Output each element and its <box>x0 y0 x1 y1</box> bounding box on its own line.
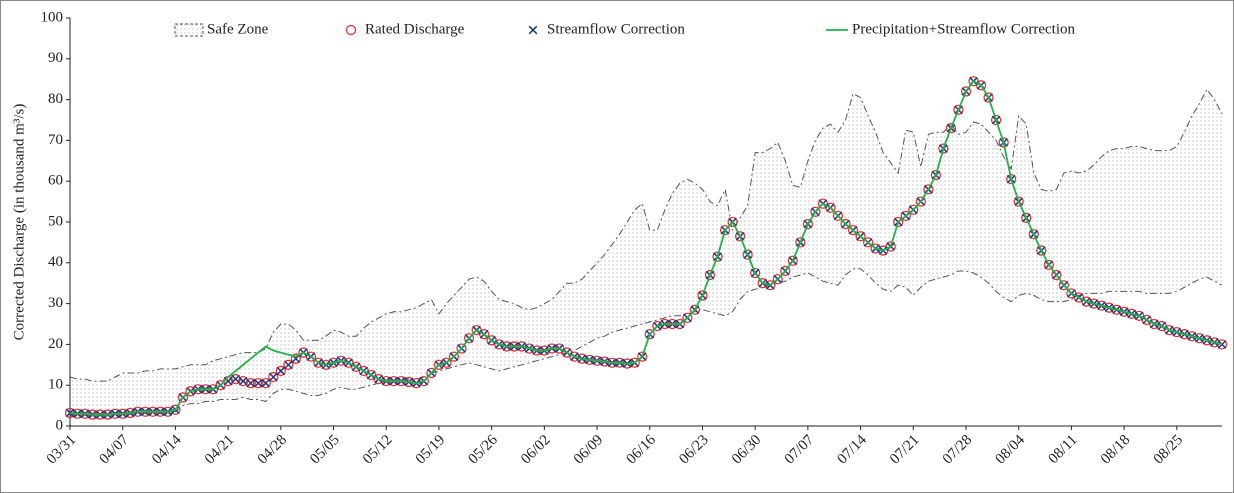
point <box>275 365 286 377</box>
y-axis-label: Corrected Discharge (in thousand m³/s) <box>11 104 27 341</box>
point <box>426 367 437 379</box>
y-tick-label: 20 <box>48 336 63 352</box>
point <box>253 378 263 388</box>
point <box>1013 196 1024 207</box>
point <box>644 329 655 340</box>
point <box>231 374 240 384</box>
point <box>840 218 851 230</box>
point <box>719 225 731 236</box>
point <box>953 104 964 115</box>
safe-zone-lower <box>70 268 1223 417</box>
point <box>260 378 271 389</box>
legend-label: Precipitation+Streamflow Correction <box>852 21 1075 37</box>
point <box>177 392 189 403</box>
point <box>780 265 791 277</box>
point <box>448 351 460 362</box>
point <box>1021 212 1032 224</box>
point <box>938 143 949 154</box>
point <box>268 371 279 383</box>
point <box>923 184 934 195</box>
point <box>908 204 919 215</box>
point <box>900 210 911 222</box>
legend-label: Rated Discharge <box>365 21 465 37</box>
point <box>246 378 256 388</box>
point <box>268 372 278 382</box>
point <box>847 225 859 236</box>
point <box>983 92 994 103</box>
point <box>637 351 648 362</box>
point <box>528 25 538 35</box>
y-tick-label: 40 <box>48 254 63 270</box>
point <box>945 123 957 134</box>
y-tick-label: 0 <box>56 417 64 433</box>
point <box>727 216 738 228</box>
point <box>742 249 753 260</box>
point <box>704 269 716 281</box>
point <box>261 378 271 388</box>
point <box>276 366 286 376</box>
point <box>463 333 475 344</box>
point <box>772 273 783 285</box>
point <box>697 290 708 301</box>
point <box>802 218 814 230</box>
point <box>795 237 806 248</box>
point <box>787 255 798 266</box>
point <box>915 196 926 207</box>
point <box>682 312 693 324</box>
y-tick-label: 100 <box>41 9 64 25</box>
point <box>893 216 904 228</box>
point <box>930 169 942 181</box>
point <box>253 378 264 389</box>
y-tick-label: 50 <box>48 213 63 229</box>
y-tick-label: 10 <box>48 377 63 393</box>
point <box>810 206 821 217</box>
legend-label: Streamflow Correction <box>547 21 685 37</box>
point <box>960 86 972 97</box>
y-tick-label: 90 <box>48 50 63 66</box>
point <box>855 231 866 242</box>
point <box>1043 259 1054 270</box>
point <box>750 267 761 279</box>
y-tick-label: 60 <box>48 173 63 189</box>
point <box>284 360 293 370</box>
point <box>990 114 1002 126</box>
y-tick-label: 30 <box>48 295 63 311</box>
point <box>832 210 844 222</box>
point <box>734 231 746 242</box>
legend-label: Safe Zone <box>207 21 269 37</box>
point <box>456 343 467 354</box>
point <box>712 251 723 262</box>
legend-swatch <box>174 23 204 37</box>
point <box>283 359 294 370</box>
point <box>1058 280 1070 291</box>
point <box>1051 269 1062 281</box>
point <box>1028 229 1039 240</box>
point <box>290 353 302 364</box>
series-line <box>69 80 1223 416</box>
y-tick-label: 70 <box>48 132 63 148</box>
point <box>1036 245 1047 256</box>
y-tick-label: 80 <box>48 91 63 107</box>
point <box>345 24 357 36</box>
point <box>862 237 874 248</box>
point <box>238 376 248 386</box>
point <box>689 304 701 315</box>
